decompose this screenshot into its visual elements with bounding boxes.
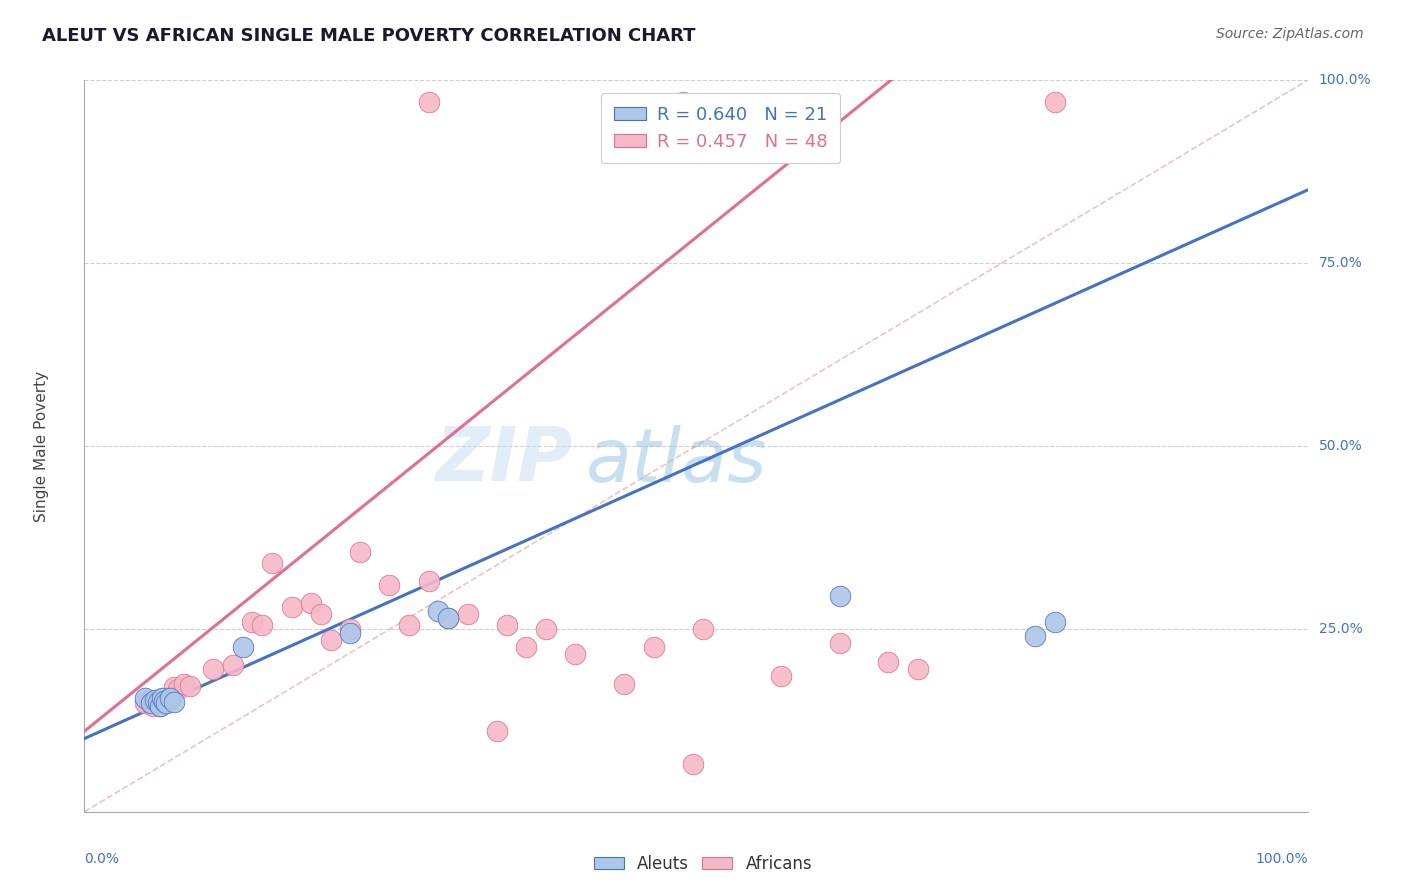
Text: Single Male Poverty: Single Male Poverty: [34, 370, 49, 522]
Point: [648, 95, 671, 110]
Point: [1211, 95, 1233, 110]
Text: ALEUT VS AFRICAN SINGLE MALE POVERTY CORRELATION CHART: ALEUT VS AFRICAN SINGLE MALE POVERTY COR…: [42, 27, 696, 45]
Point: [87, 695, 110, 709]
Point: [83, 697, 105, 711]
Point: [146, 615, 169, 629]
Point: [416, 95, 439, 110]
Point: [1125, 479, 1147, 493]
Point: [183, 596, 205, 610]
Point: [79, 691, 101, 706]
Point: [96, 691, 118, 706]
Point: [79, 697, 101, 711]
Point: [90, 691, 112, 706]
Point: [190, 607, 212, 622]
Point: [93, 697, 115, 711]
Text: atlas: atlas: [586, 425, 768, 497]
Point: [97, 695, 120, 709]
Point: [214, 545, 236, 559]
Point: [422, 757, 444, 772]
Point: [281, 607, 304, 622]
Text: 100.0%: 100.0%: [1256, 852, 1308, 866]
Point: [159, 556, 181, 570]
Point: [544, 655, 567, 669]
Point: [636, 629, 658, 643]
Point: [513, 589, 536, 603]
Point: [398, 640, 420, 655]
Point: [87, 697, 110, 711]
Point: [299, 724, 322, 739]
Point: [245, 618, 267, 632]
Text: 25.0%: 25.0%: [1319, 622, 1362, 636]
Point: [86, 693, 108, 707]
Point: [269, 611, 291, 625]
Point: [330, 622, 353, 636]
Point: [349, 648, 371, 662]
Point: [89, 698, 111, 713]
Point: [107, 679, 129, 693]
Point: [269, 611, 291, 625]
Point: [257, 95, 280, 110]
Legend: Aleuts, Africans: Aleuts, Africans: [588, 848, 818, 880]
Point: [96, 691, 118, 706]
Point: [208, 625, 231, 640]
Point: [257, 574, 280, 589]
Point: [513, 636, 536, 650]
Point: [232, 578, 254, 592]
Point: [135, 658, 157, 673]
Point: [89, 698, 111, 713]
Point: [122, 662, 145, 676]
Point: [318, 640, 340, 655]
Point: [100, 681, 122, 696]
Point: [929, 479, 952, 493]
Text: 0.0%: 0.0%: [84, 852, 120, 866]
Text: 75.0%: 75.0%: [1319, 256, 1362, 270]
Point: [380, 676, 402, 690]
Point: [86, 695, 108, 709]
Point: [562, 662, 585, 676]
Point: [82, 693, 104, 707]
Point: [208, 622, 231, 636]
Text: 100.0%: 100.0%: [1319, 73, 1371, 87]
Point: [104, 676, 127, 690]
Point: [263, 603, 285, 617]
Point: [195, 632, 218, 647]
Point: [427, 622, 450, 636]
Point: [477, 669, 499, 683]
Point: [84, 698, 107, 713]
Point: [94, 693, 117, 707]
Legend: R = 0.640   N = 21, R = 0.457   N = 48: R = 0.640 N = 21, R = 0.457 N = 48: [600, 93, 841, 163]
Text: 50.0%: 50.0%: [1319, 439, 1362, 453]
Point: [97, 681, 120, 695]
Point: [141, 640, 163, 655]
Point: [91, 693, 114, 707]
Text: Source: ZipAtlas.com: Source: ZipAtlas.com: [1216, 27, 1364, 41]
Point: [93, 697, 115, 711]
Text: ZIP: ZIP: [436, 424, 574, 497]
Point: [153, 618, 176, 632]
Point: [91, 691, 114, 706]
Point: [172, 599, 194, 614]
Point: [648, 615, 671, 629]
Point: [825, 479, 848, 493]
Point: [90, 695, 112, 709]
Point: [305, 618, 328, 632]
Point: [87, 693, 110, 707]
